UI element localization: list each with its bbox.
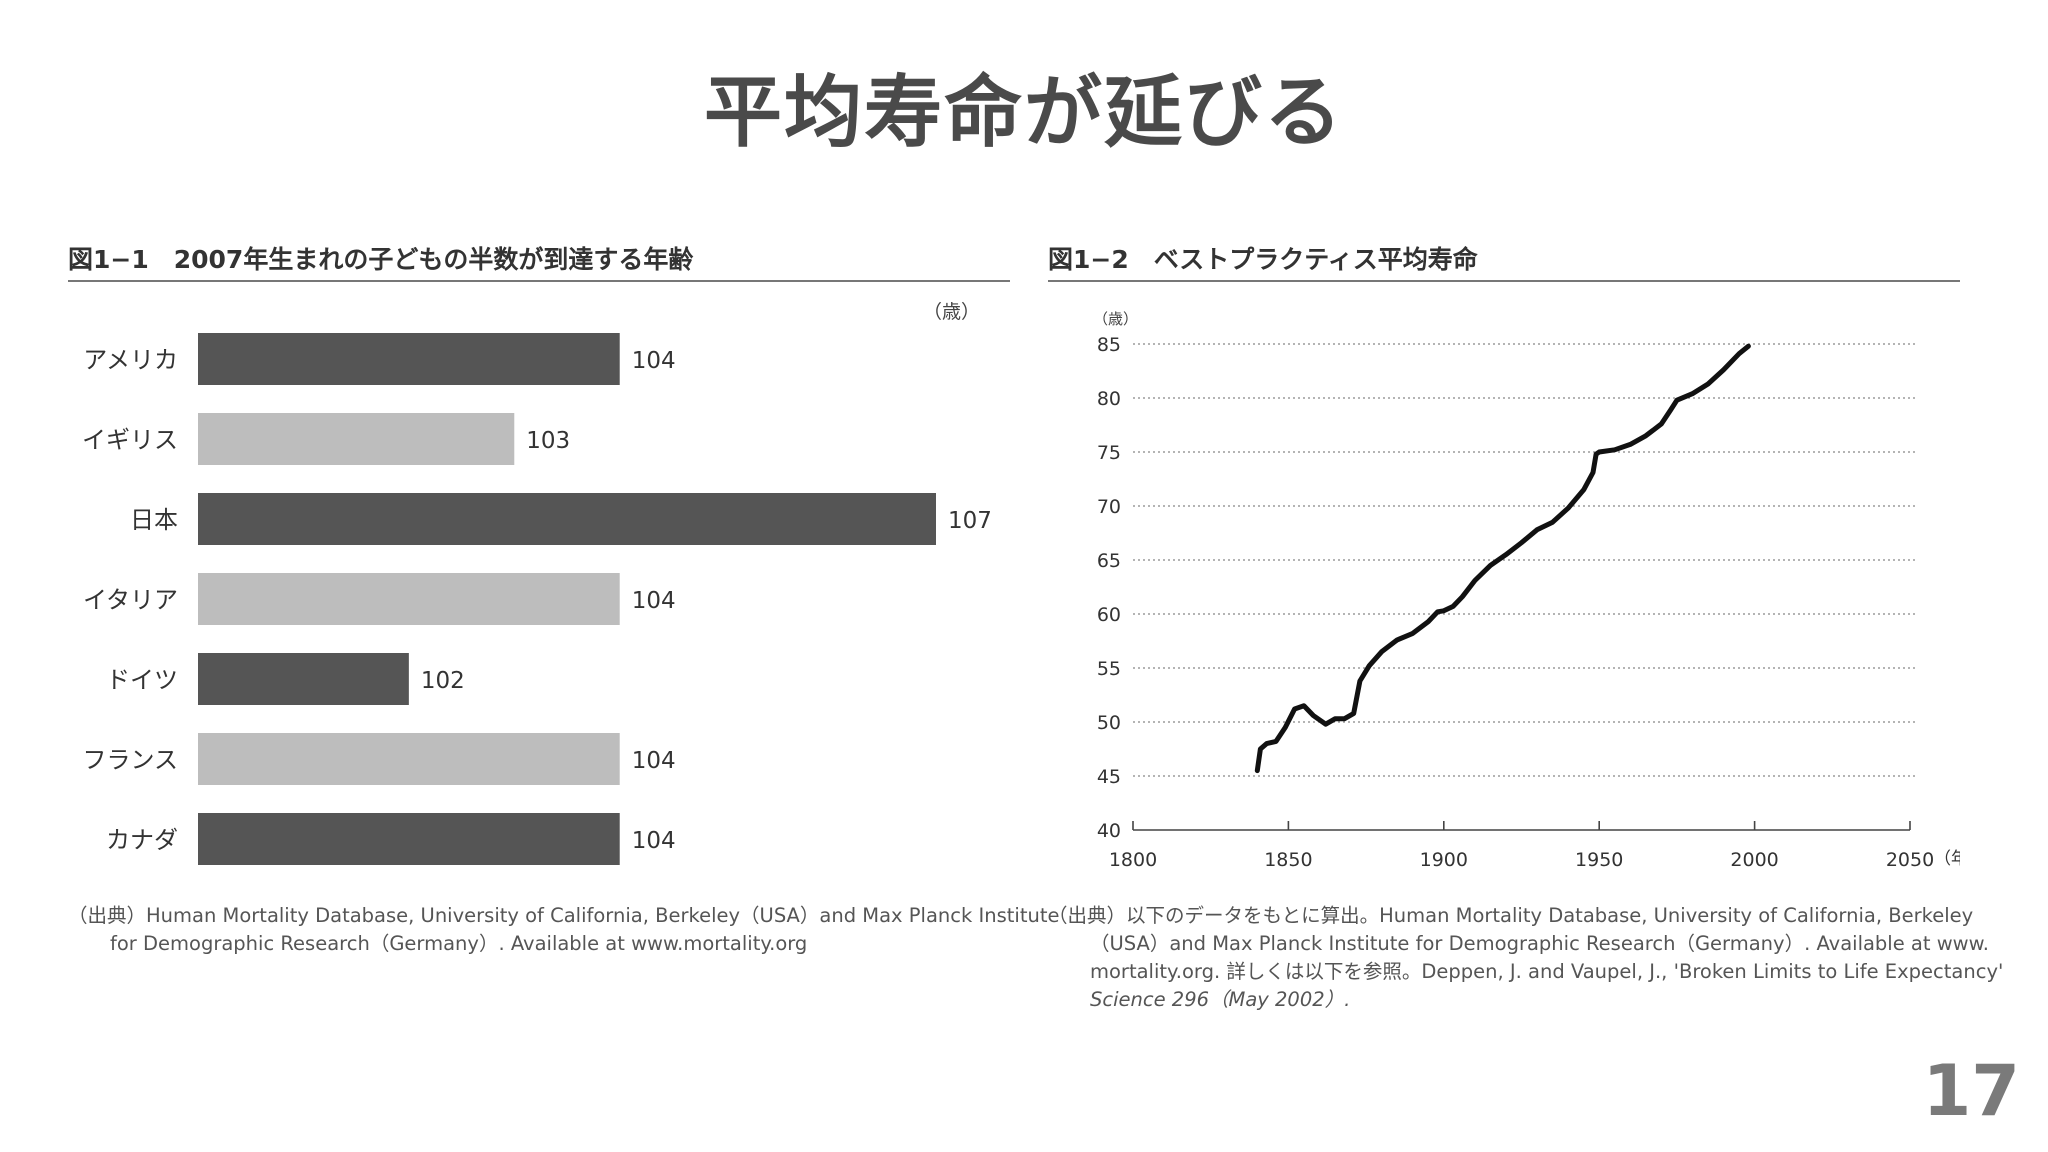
slide-title: 平均寿命が延びる <box>703 68 1344 158</box>
bar-value-label: 104 <box>632 748 676 774</box>
bar-category-label: フランス <box>82 746 178 774</box>
bar-category-label: イタリア <box>83 586 178 614</box>
figure2-line-chart: （歳） 40 45 50 55 60 65 70 75 80 85 1800 1850 1900 1950 2… <box>1093 310 1960 871</box>
x-tick-label: 1800 <box>1109 849 1157 871</box>
y-tick-label: 40 <box>1097 820 1121 842</box>
y-tick-label: 65 <box>1097 550 1121 572</box>
bar-value-label: 103 <box>526 428 570 454</box>
y-tick-label: 50 <box>1097 712 1121 734</box>
series-line <box>1254 343 1751 774</box>
bar-category-label: カナダ <box>106 826 178 854</box>
unit-label: （歳） <box>923 301 980 323</box>
bar-category-label: イギリス <box>82 426 178 454</box>
x-tick-label: 2000 <box>1730 849 1778 871</box>
bar <box>198 653 409 705</box>
bar <box>198 813 620 865</box>
figure2-title-rule <box>1048 280 1960 282</box>
x-tick-label: 1950 <box>1575 849 1623 871</box>
bar <box>198 413 515 465</box>
y-tick-label: 45 <box>1097 766 1121 788</box>
figure1-source-line: for Demographic Research（Germany）. Avail… <box>110 932 808 955</box>
bar-value-label: 104 <box>632 588 676 614</box>
figure1-title: 図1−1 2007年生まれの子どもの半数が到達する年齢 <box>68 245 694 274</box>
y-tick-label: 80 <box>1097 388 1121 410</box>
y-tick-label: 55 <box>1097 658 1121 680</box>
page-number: 17 <box>1922 1050 2020 1132</box>
bar-category-label: ドイツ <box>106 666 178 694</box>
y-tick-label: 70 <box>1097 496 1121 518</box>
bar <box>198 333 620 385</box>
figure2-source-line: mortality.org. 詳しくは以下を参照。Deppen, J. and … <box>1090 960 2004 983</box>
figure2-source-line: Science 296（May 2002）. <box>1090 988 1351 1011</box>
bar <box>198 493 936 545</box>
x-tick-label: 1850 <box>1264 849 1312 871</box>
bar-category-label: 日本 <box>130 506 178 534</box>
y-tick-label: 75 <box>1097 442 1121 464</box>
figure1-title-rule <box>68 280 1010 282</box>
x-tick-label: 1900 <box>1420 849 1468 871</box>
figure2-source-line: （USA）and Max Planck Institute for Demogr… <box>1090 932 1989 955</box>
bar-category-label: アメリカ <box>83 346 178 374</box>
bar-value-label: 102 <box>421 668 465 694</box>
figure1-bar-chart: （歳） アメリカ 104 イギリス 103 日本 107 イタリア 104 ドイツ 102 フランス 1… <box>82 301 992 865</box>
bar-value-label: 104 <box>632 348 676 374</box>
figure2-title: 図1−2 ベストプラクティス平均寿命 <box>1048 245 1478 274</box>
y-tick-label: 60 <box>1097 604 1121 626</box>
bar-value-label: 104 <box>632 828 676 854</box>
bar-value-label: 107 <box>948 508 992 534</box>
figure2-source: （出典）以下のデータをもとに算出。Human Mortality Databas… <box>1048 902 2003 1014</box>
x-axis-unit-label: （年） <box>1934 849 1960 869</box>
bar <box>198 733 620 785</box>
figure1-source: （出典）Human Mortality Database, University… <box>68 902 1059 958</box>
x-tick-label: 2050 <box>1886 849 1934 871</box>
figure2-source-line: （出典）以下のデータをもとに算出。Human Mortality Databas… <box>1048 904 1974 927</box>
figure1-source-line: （出典）Human Mortality Database, University… <box>68 904 1060 927</box>
y-tick-label: 85 <box>1097 334 1121 356</box>
bar <box>198 573 620 625</box>
y-axis-unit-label: （歳） <box>1093 310 1138 328</box>
